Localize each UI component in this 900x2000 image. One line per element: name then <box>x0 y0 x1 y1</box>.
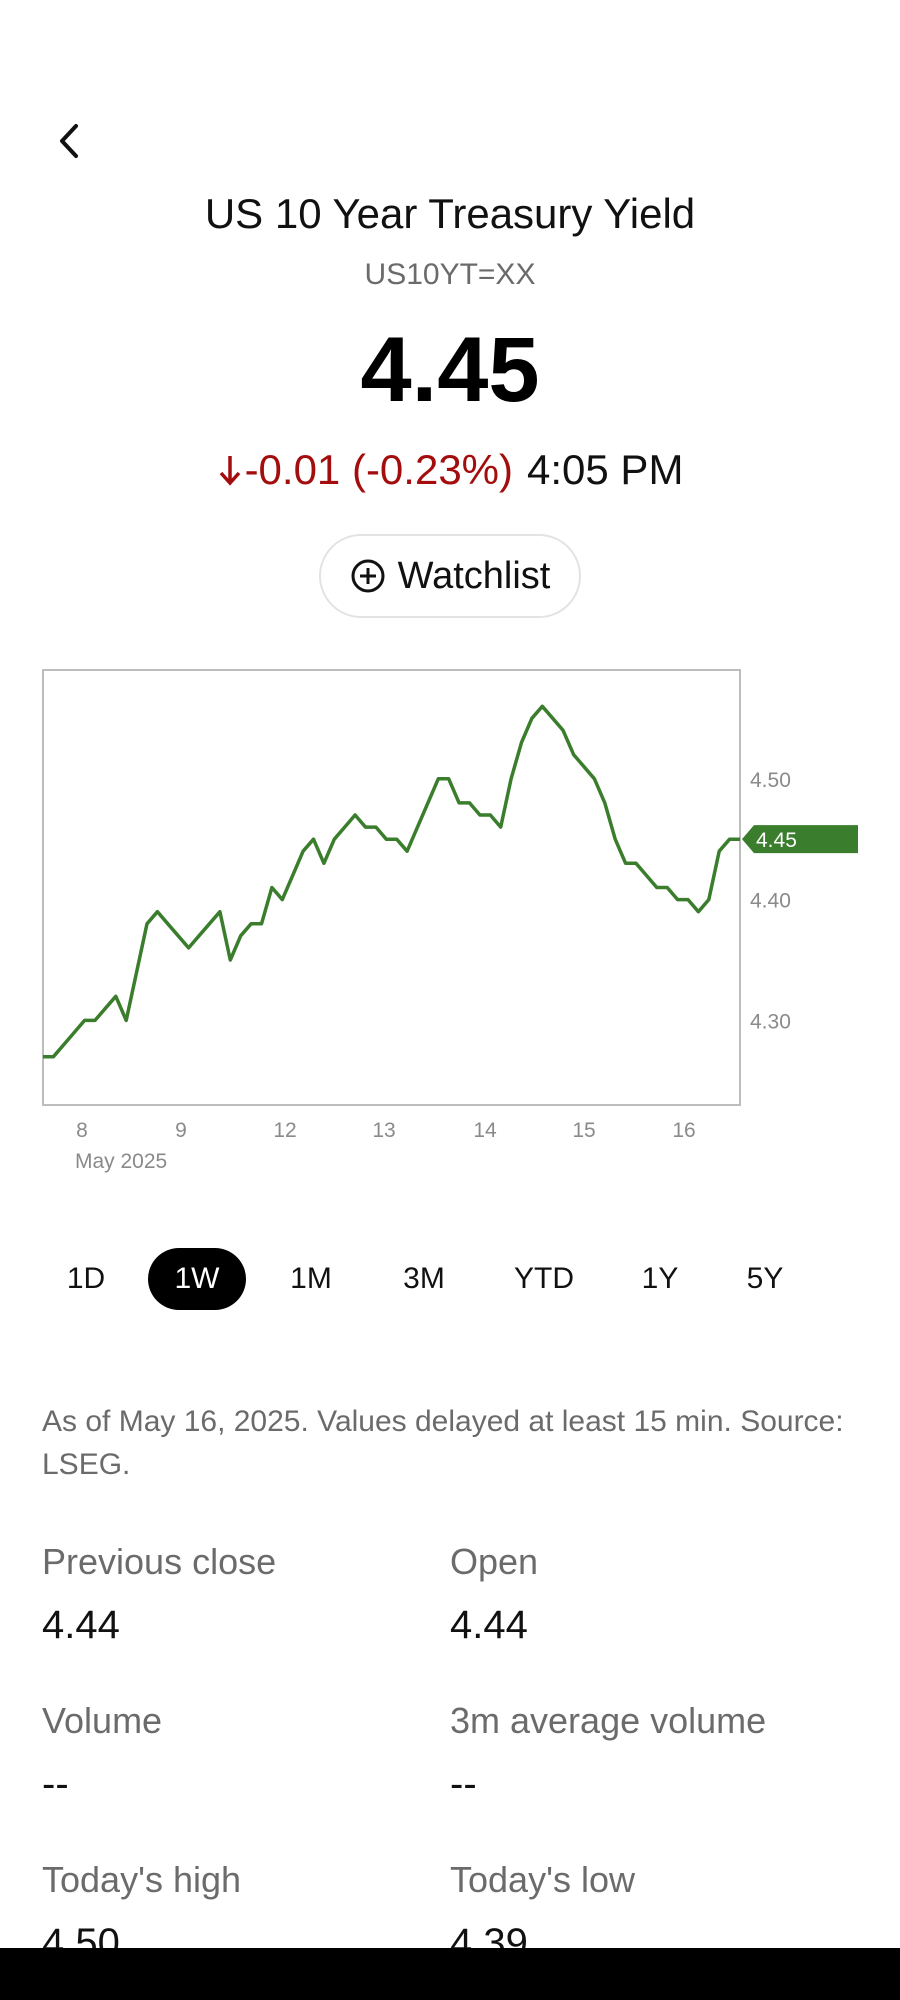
range-1y[interactable]: 1Y <box>641 1262 679 1295</box>
ticker-symbol: US10YT=XX <box>364 258 536 291</box>
stat-previous-close: Previous close 4.44 <box>42 1540 442 1650</box>
range-selector: 1D 1W 1M 3M YTD 1Y 5Y <box>30 1248 870 1310</box>
stat-open: Open 4.44 <box>450 1540 850 1650</box>
stat-label: Previous close <box>42 1541 277 1582</box>
range-1w[interactable]: 1W <box>148 1248 246 1310</box>
current-price: 4.45 <box>360 319 540 421</box>
system-navigation-bar <box>0 1948 900 2000</box>
series-line <box>43 704 740 1059</box>
y-tick-label: 4.40 <box>750 890 791 913</box>
y-tick-label: 4.30 <box>750 1010 791 1033</box>
chart-frame <box>42 669 741 1106</box>
plus-circle-icon <box>350 558 386 594</box>
last-value-tag <box>742 825 858 854</box>
range-1m[interactable]: 1M <box>290 1262 332 1295</box>
x-tick-label: 8 <box>76 1119 88 1142</box>
stat-label: 3m average volume <box>450 1700 767 1741</box>
range-5y[interactable]: 5Y <box>746 1262 784 1295</box>
stat-value: -- <box>450 1762 477 1806</box>
x-tick-label: 9 <box>175 1119 187 1142</box>
stat-value: 4.44 <box>42 1603 120 1647</box>
stat-label: Today's low <box>450 1859 635 1900</box>
stat-value: 4.44 <box>450 1603 528 1647</box>
range-ytd[interactable]: YTD <box>514 1262 574 1295</box>
x-tick-label: 15 <box>572 1119 595 1142</box>
watchlist-button[interactable]: Watchlist <box>319 534 581 618</box>
quote-time: 4:05 PM <box>527 446 684 493</box>
y-tick-label: 4.50 <box>750 769 791 792</box>
range-3m[interactable]: 3M <box>403 1262 445 1295</box>
chevron-left-icon <box>56 122 82 165</box>
stat-todays-low: Today's low 4.39 <box>450 1858 850 1968</box>
price-chart[interactable]: 4.50 4.40 4.30 8 9 12 13 14 15 16 May 2025 4.45 <box>0 650 900 1180</box>
stat-volume: Volume -- <box>42 1699 442 1809</box>
arrow-down-icon <box>217 450 243 498</box>
change-row: -0.01 (-0.23%) 4:05 PM <box>0 446 900 498</box>
x-tick-label: 14 <box>473 1119 497 1142</box>
back-button[interactable] <box>44 118 94 168</box>
range-1d[interactable]: 1D <box>66 1262 106 1295</box>
stat-3m-average-volume: 3m average volume -- <box>450 1699 850 1809</box>
x-tick-label: 16 <box>672 1119 695 1142</box>
stat-value: -- <box>42 1762 69 1806</box>
stat-label: Today's high <box>42 1859 242 1900</box>
x-tick-label: 12 <box>273 1119 296 1142</box>
stat-label: Open <box>450 1541 539 1582</box>
stat-label: Volume <box>42 1700 163 1741</box>
x-axis-month-label: May 2025 <box>75 1150 167 1173</box>
watchlist-label: Watchlist <box>397 554 551 597</box>
x-tick-label: 13 <box>372 1119 395 1142</box>
page-title: US 10 Year Treasury Yield <box>204 190 696 237</box>
price-change: -0.01 (-0.23%) <box>244 446 514 493</box>
last-value-label: 4.45 <box>756 829 797 852</box>
data-disclaimer: As of May 16, 2025. Values delayed at le… <box>42 1405 844 1481</box>
